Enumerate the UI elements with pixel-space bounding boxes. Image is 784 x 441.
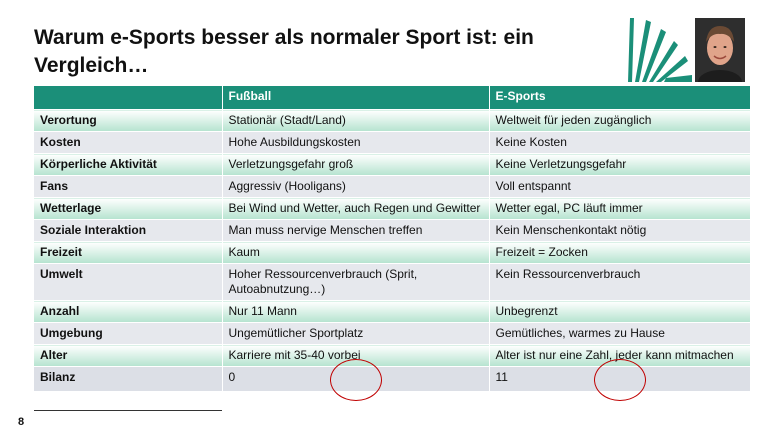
esports-score-value: 11 — [495, 370, 508, 384]
header-esports: E-Sports — [489, 86, 751, 110]
comparison-table: Fußball E-Sports Verortung Stationär (St… — [34, 86, 751, 401]
fussball-score-value: 0 — [228, 370, 236, 384]
fussball-cell: Stationär (Stadt/Land) — [222, 109, 490, 132]
table-row: Wetterlage Bei Wind und Wetter, auch Reg… — [34, 197, 751, 220]
fussball-cell: Bei Wind und Wetter, auch Regen und Gewi… — [222, 197, 490, 220]
row-label: Anzahl — [34, 300, 223, 323]
score-circle-icon — [329, 359, 382, 401]
row-label: Kosten — [34, 131, 223, 154]
fussball-score: 0 — [222, 359, 490, 401]
logo-icon — [628, 18, 692, 82]
fussball-cell: Ungemütlicher Sportplatz — [222, 322, 490, 345]
row-label: Fans — [34, 175, 223, 198]
fussball-cell: Hoher Ressourcenverbrauch (Sprit, Autoab… — [222, 263, 490, 301]
page-number: 8 — [18, 416, 25, 428]
esports-cell: Voll entspannt — [489, 175, 751, 198]
esports-cell: Unbegrenzt — [489, 300, 751, 323]
slide-title: Warum e-Sports besser als normaler Sport… — [34, 26, 534, 77]
fussball-cell: Man muss nervige Menschen treffen — [222, 219, 490, 242]
fussball-cell: Hohe Ausbildungskosten — [222, 131, 490, 154]
fussball-cell: Aggressiv (Hooligans) — [222, 175, 490, 198]
row-label: Freizeit — [34, 241, 223, 264]
row-label: Verortung — [34, 109, 223, 132]
bilanz-label: Bilanz — [34, 366, 223, 392]
esports-cell: Kein Ressourcenverbrauch — [489, 263, 751, 301]
divider — [34, 410, 222, 411]
table-row: Umwelt Hoher Ressourcenverbrauch (Sprit,… — [34, 263, 751, 301]
score-circle-icon — [593, 359, 646, 401]
esports-cell: Alter ist nur eine Zahl, jeder kann mitm… — [489, 344, 751, 367]
table-row: Anzahl Nur 11 Mann Unbegrenzt — [34, 300, 751, 323]
esports-cell: Weltweit für jeden zugänglich — [489, 109, 751, 132]
row-label: Umgebung — [34, 322, 223, 345]
esports-cell: Keine Verletzungsgefahr — [489, 153, 751, 176]
header-empty — [34, 86, 223, 110]
profile-photo — [695, 18, 745, 82]
row-label: Soziale Interaktion — [34, 219, 223, 242]
esports-cell: Wetter egal, PC läuft immer — [489, 197, 751, 220]
header-fussball: Fußball — [222, 86, 490, 110]
table-row: Körperliche Aktivität Verletzungsgefahr … — [34, 153, 751, 176]
table-row: Soziale Interaktion Man muss nervige Men… — [34, 219, 751, 242]
table-header-row: Fußball E-Sports — [34, 86, 751, 110]
fussball-cell: Verletzungsgefahr groß — [222, 153, 490, 176]
table-row: Fans Aggressiv (Hooligans) Voll entspann… — [34, 175, 751, 198]
row-label: Alter — [34, 344, 223, 367]
table-row: Alter Karriere mit 35-40 vorbei Alter is… — [34, 344, 751, 367]
esports-score: 11 — [489, 359, 751, 401]
table-row: Verortung Stationär (Stadt/Land) Weltwei… — [34, 109, 751, 132]
table-row: Umgebung Ungemütlicher Sportplatz Gemütl… — [34, 322, 751, 345]
row-label: Körperliche Aktivität — [34, 153, 223, 176]
esports-cell: Freizeit = Zocken — [489, 241, 751, 264]
table-row: Freizeit Kaum Freizeit = Zocken — [34, 241, 751, 264]
bilanz-row: Bilanz 0 11 — [34, 359, 751, 401]
row-label: Wetterlage — [34, 197, 223, 220]
fussball-cell: Kaum — [222, 241, 490, 264]
esports-cell: Gemütliches, warmes zu Hause — [489, 322, 751, 345]
row-label: Umwelt — [34, 263, 223, 301]
table-row: Kosten Hohe Ausbildungskosten Keine Kost… — [34, 131, 751, 154]
fussball-cell: Nur 11 Mann — [222, 300, 490, 323]
esports-cell: Keine Kosten — [489, 131, 751, 154]
esports-cell: Kein Menschenkontakt nötig — [489, 219, 751, 242]
